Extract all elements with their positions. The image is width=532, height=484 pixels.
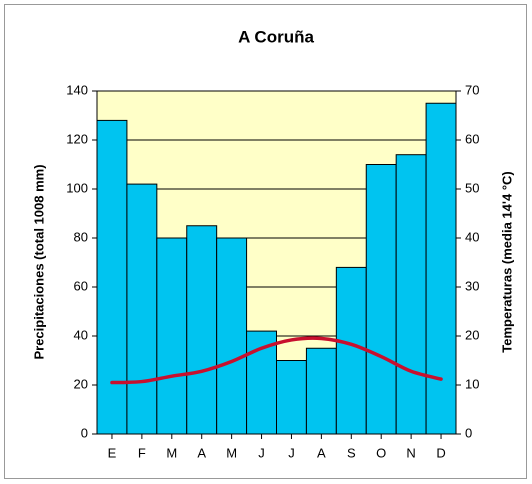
temperature-line xyxy=(110,336,443,385)
y-axis-label: Precipitaciones (total 1008 mm) xyxy=(31,164,46,359)
x-tick-label: A xyxy=(197,445,206,460)
x-tick-label: F xyxy=(138,445,146,460)
x-tick-label: M xyxy=(226,445,237,460)
y2-tick-label: 30 xyxy=(465,278,479,293)
y-tick-label: 140 xyxy=(66,82,88,97)
x-tick-label: A xyxy=(317,445,326,460)
y-tick-label: 40 xyxy=(74,327,88,342)
x-tick-label: J xyxy=(258,445,265,460)
bar xyxy=(126,183,158,435)
x-tick-label: D xyxy=(436,445,445,460)
x-tick-label: J xyxy=(288,445,295,460)
bar xyxy=(216,237,248,435)
bar xyxy=(395,154,427,435)
y2-tick-label: 20 xyxy=(465,327,479,342)
bar xyxy=(335,266,367,435)
x-tick-label: M xyxy=(166,445,177,460)
chart-title: A Coruña xyxy=(238,27,314,46)
y-tick-label: 20 xyxy=(74,376,88,391)
y2-tick-label: 40 xyxy=(465,229,479,244)
y-tick-label: 100 xyxy=(66,180,88,195)
x-tick-label: N xyxy=(406,445,415,460)
y2-tick-label: 10 xyxy=(465,376,479,391)
bar xyxy=(96,119,128,435)
bar xyxy=(365,164,397,435)
y-tick-label: 80 xyxy=(74,229,88,244)
bar xyxy=(156,237,188,435)
y2-tick-label: 60 xyxy=(465,131,479,146)
y2-tick-label: 50 xyxy=(465,180,479,195)
y-tick-label: 120 xyxy=(66,131,88,146)
bar xyxy=(186,225,218,435)
x-tick-label: O xyxy=(376,445,386,460)
y2-axis-label: Temperaturas (media 14'4 °C) xyxy=(499,171,514,352)
y2-tick-label: 0 xyxy=(465,425,472,440)
x-tick-label: E xyxy=(108,445,117,460)
y-tick-label: 0 xyxy=(81,425,88,440)
x-tick-label: S xyxy=(347,445,356,460)
y2-tick-label: 70 xyxy=(465,82,479,97)
bar xyxy=(425,102,457,435)
y-tick-label: 60 xyxy=(74,278,88,293)
bar xyxy=(276,360,307,435)
bar xyxy=(305,347,337,435)
